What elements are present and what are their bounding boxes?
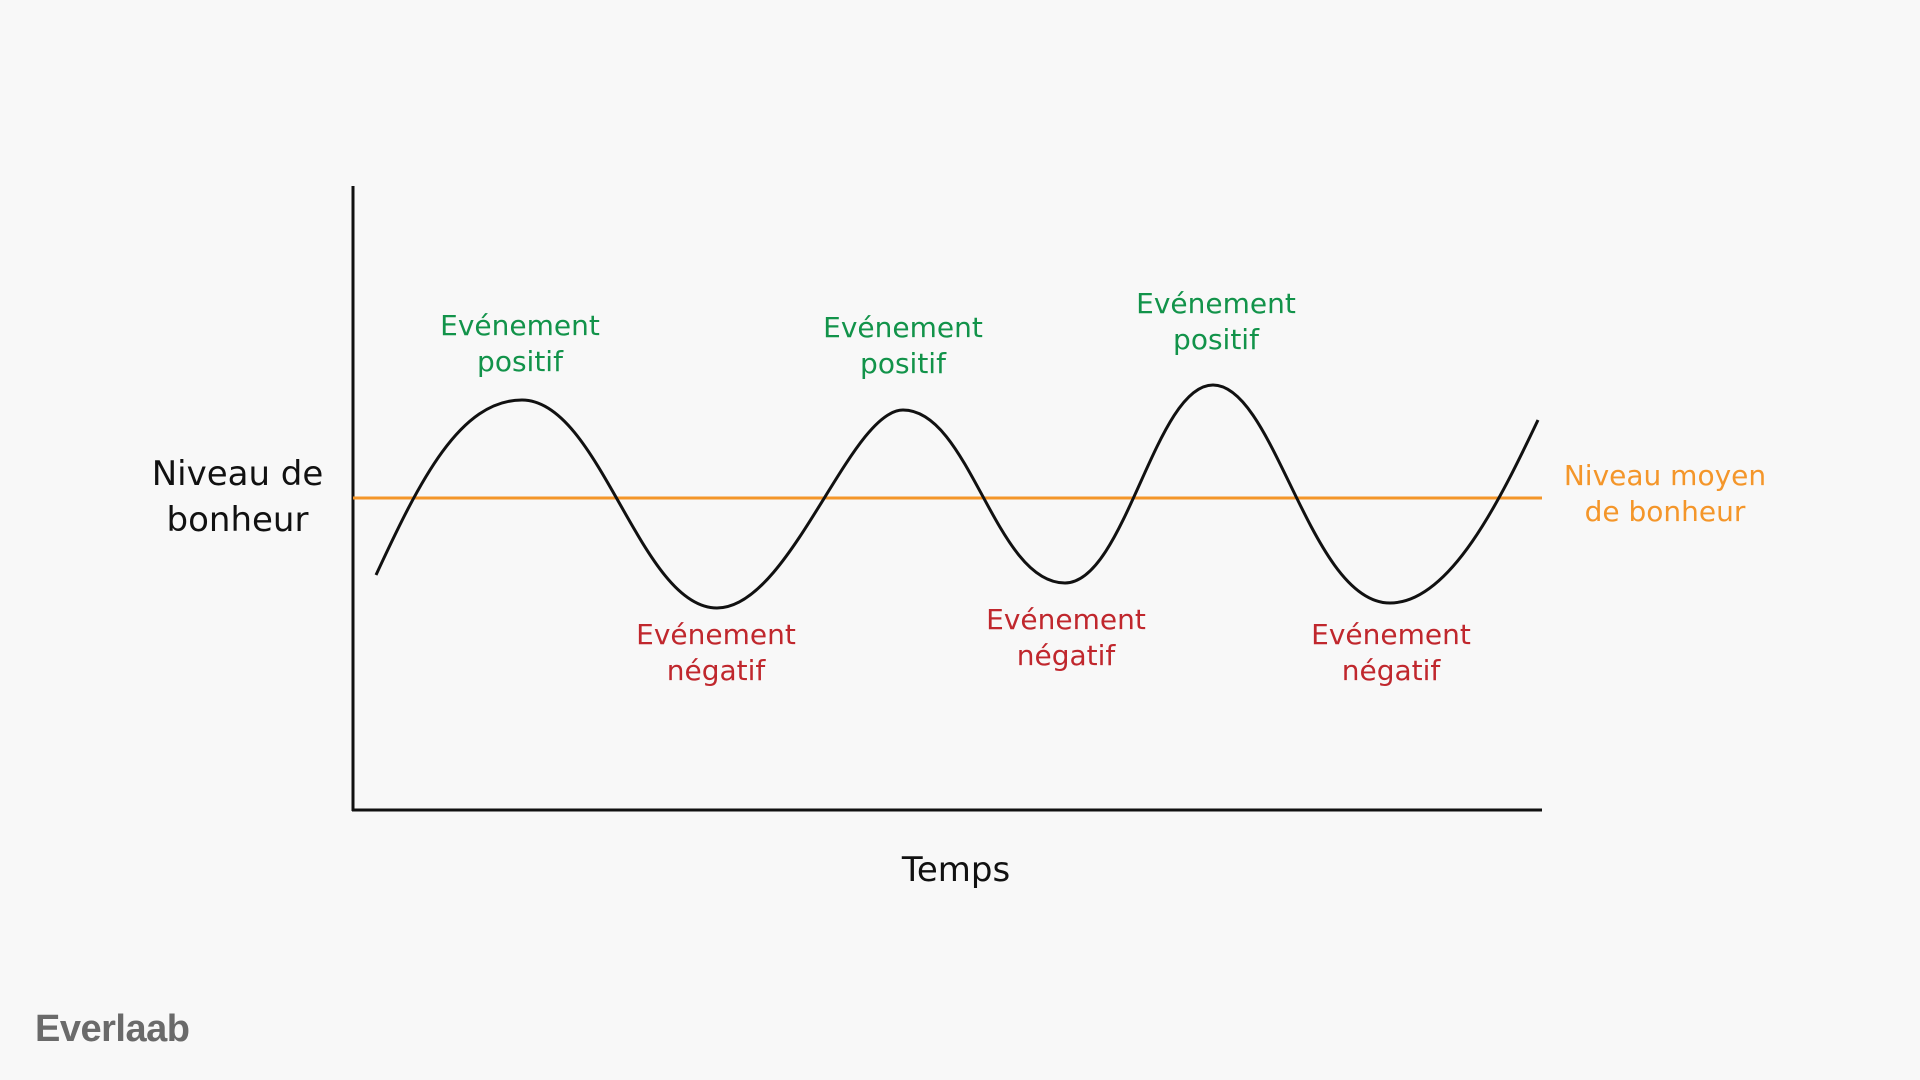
event-label-line: négatif: [1016, 639, 1116, 673]
y-axis-label-line-2: bonheur: [166, 499, 309, 540]
event-label-line: Evénement: [986, 603, 1146, 636]
event-label-line: négatif: [1341, 654, 1441, 688]
event-label-line: négatif: [666, 654, 766, 688]
event-label-line: Evénement: [823, 311, 983, 344]
event-label-positive: Evénement positif: [803, 310, 1003, 383]
average-line-label-line-2: de bonheur: [1584, 495, 1746, 529]
happiness-curve: [374, 383, 1540, 610]
event-label-line: Evénement: [440, 309, 600, 342]
event-label-negative: Evénement négatif: [616, 617, 816, 690]
event-label-line: positif: [1173, 323, 1259, 357]
average-line-label-line-1: Niveau moyen: [1563, 459, 1767, 492]
event-label-negative: Evénement négatif: [966, 602, 1166, 675]
x-axis-label: Temps: [901, 850, 1011, 890]
event-label-line: Evénement: [1311, 618, 1471, 651]
y-axis-label: Niveau de bonheur: [150, 452, 325, 544]
event-label-line: Evénement: [1136, 287, 1296, 320]
event-label-positive: Evénement positif: [420, 308, 620, 381]
event-label-negative: Evénement négatif: [1291, 617, 1491, 690]
everlaab-logo: Everlaab: [35, 1008, 190, 1050]
event-label-positive: Evénement positif: [1116, 286, 1316, 359]
event-label-line: positif: [860, 347, 946, 381]
average-line-label: Niveau moyen de bonheur: [1560, 458, 1770, 531]
event-label-line: Evénement: [636, 618, 796, 651]
y-axis-label-line-1: Niveau de: [151, 454, 324, 494]
event-label-line: positif: [477, 345, 563, 379]
